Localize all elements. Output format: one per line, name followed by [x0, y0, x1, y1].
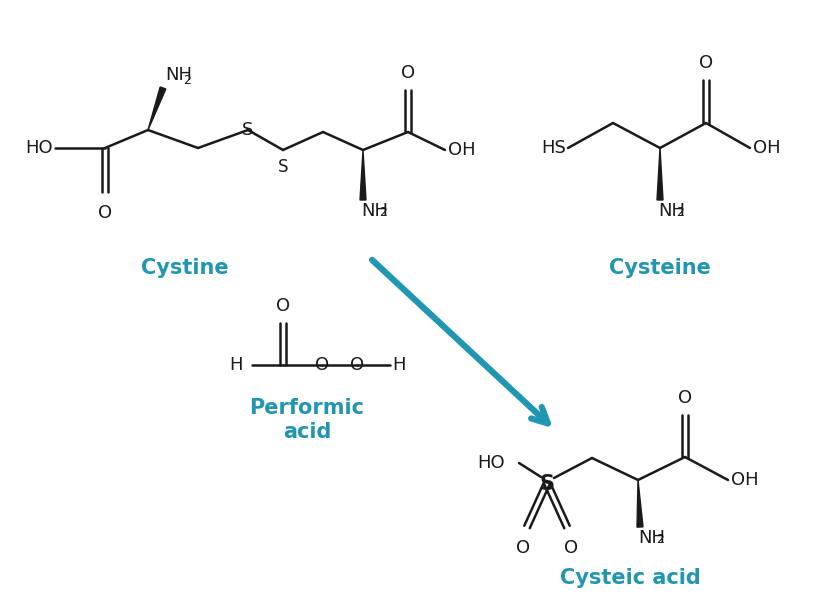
- Text: O: O: [516, 539, 530, 557]
- Text: HO: HO: [26, 139, 53, 157]
- Text: HS: HS: [541, 139, 566, 157]
- Text: NH: NH: [638, 529, 665, 547]
- Text: OH: OH: [753, 139, 781, 157]
- Text: S: S: [242, 121, 254, 139]
- Text: O: O: [678, 389, 692, 407]
- Text: Performic: Performic: [249, 398, 364, 418]
- Text: OH: OH: [731, 471, 758, 489]
- Text: H: H: [230, 356, 243, 374]
- Text: Cysteine: Cysteine: [609, 258, 711, 278]
- Text: S: S: [539, 474, 554, 494]
- Polygon shape: [637, 480, 643, 527]
- Polygon shape: [360, 150, 366, 200]
- Text: Cystine: Cystine: [141, 258, 229, 278]
- Polygon shape: [657, 148, 663, 200]
- Text: O: O: [564, 539, 578, 557]
- Text: Cysteic acid: Cysteic acid: [560, 568, 700, 588]
- Text: OH: OH: [448, 141, 476, 159]
- Text: NH: NH: [361, 202, 388, 220]
- Text: HO: HO: [477, 454, 505, 472]
- Text: O: O: [699, 54, 713, 72]
- Text: O: O: [98, 204, 112, 222]
- Text: O: O: [350, 356, 364, 374]
- Text: O: O: [401, 64, 415, 82]
- Text: O: O: [315, 356, 329, 374]
- Text: 2: 2: [676, 206, 684, 219]
- Text: H: H: [392, 356, 406, 374]
- Text: O: O: [276, 297, 290, 315]
- Text: acid: acid: [282, 422, 331, 442]
- Text: S: S: [278, 158, 288, 176]
- Text: 2: 2: [183, 74, 191, 87]
- Text: 2: 2: [656, 533, 664, 546]
- Text: NH: NH: [165, 66, 192, 84]
- Text: 2: 2: [379, 206, 387, 219]
- Polygon shape: [148, 87, 166, 130]
- Text: NH: NH: [658, 202, 685, 220]
